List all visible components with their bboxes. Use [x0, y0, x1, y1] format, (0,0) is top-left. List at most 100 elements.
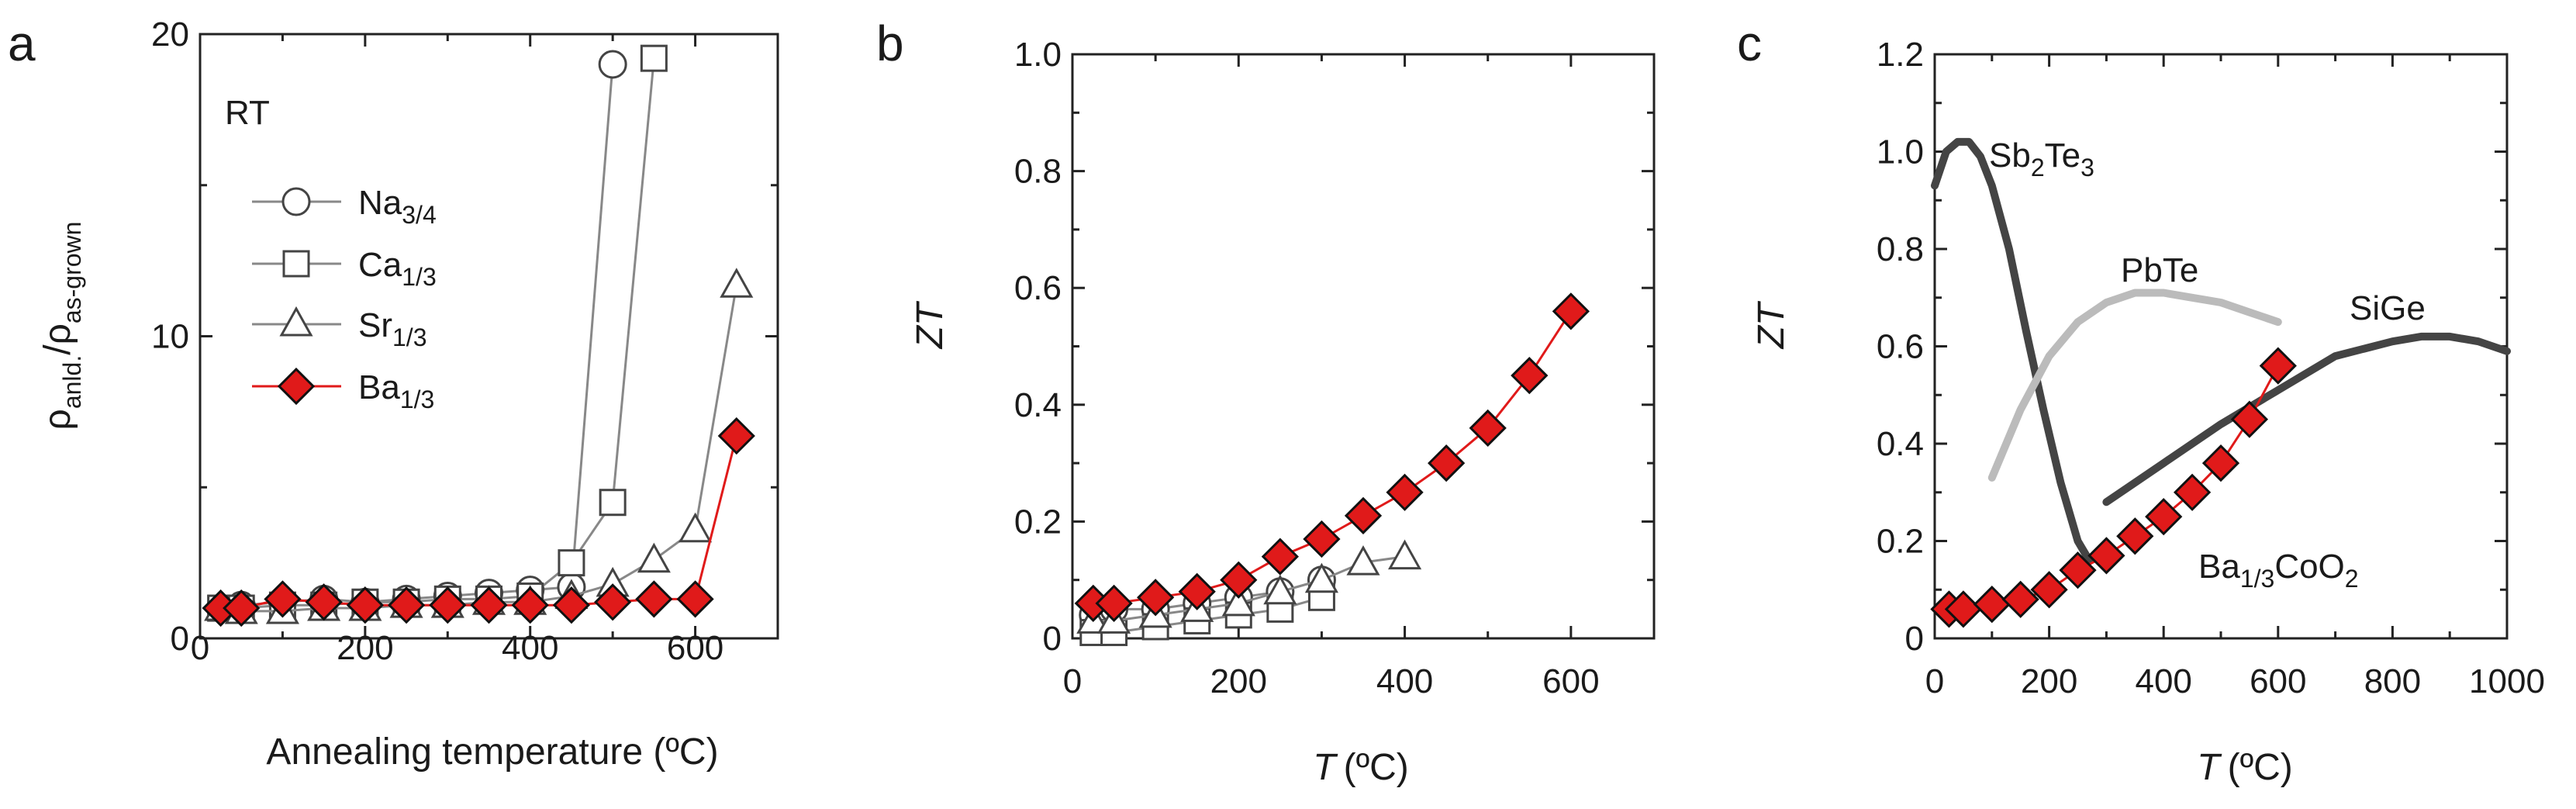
x-tick-label: 200 [1210, 662, 1267, 700]
data-point-ba1-3coo2 [1973, 585, 2011, 624]
ylabel-slash-rho: /ρ [37, 323, 78, 355]
y-tick-label: 0.2 [1014, 503, 1062, 541]
panel-label-a: a [8, 16, 36, 71]
data-point-ba1-3 [1178, 572, 1216, 610]
data-point-ba1-3 [1469, 409, 1507, 448]
data-point-sr1-3 [1388, 539, 1422, 570]
ylabel-rho: ρ [37, 409, 78, 430]
data-point-ca1-3 [599, 489, 627, 517]
legend-marker-ba [277, 367, 316, 406]
data-point-sr1-3 [1346, 545, 1380, 576]
panel-b-ylabel: ZT [910, 300, 951, 349]
data-point-ba1-3 [1095, 584, 1133, 622]
panel-c: ZT T (ºC) Sb2Te3 PbTe SiGe Ba1/3CoO2 0 200… [1751, 36, 2545, 788]
data-point-ba1-3 [676, 580, 714, 618]
panel-c-xlabel: T (ºC) [2197, 747, 2293, 788]
panel-a-legend: Na3/4 Ca1/3 Sr1/3 Ba1/3 [252, 184, 437, 413]
ylabel-sub-anld: anld. [58, 355, 86, 409]
curve-label-sige: SiGe [2350, 289, 2426, 327]
y-tick-label: 1.0 [1014, 36, 1062, 74]
legend-marker-na [281, 187, 311, 216]
x-tick-label: 400 [502, 629, 558, 667]
data-point-ba1-3coo2 [2201, 444, 2240, 482]
y-tick-label: 1.2 [1877, 36, 1924, 74]
ylabel-sub-asgrown: as-grown [58, 222, 86, 324]
data-point-sr1-3 [679, 512, 713, 543]
legend-label-ca: Ca1/3 [358, 246, 437, 291]
data-point-ba1-3coo2 [2030, 571, 2068, 609]
series-line-sb2te3 [1931, 137, 2094, 565]
x-tick-label: 0 [1063, 662, 1082, 700]
data-point-sr1-3 [1263, 574, 1297, 605]
series-line-sige [2102, 332, 2511, 506]
series-line-pbte [1987, 289, 2282, 482]
y-tick-label: 1.0 [1877, 133, 1924, 171]
panel-b: ZT T (ºC) 0 200 400 600 0 0.2 0.4 0.6 0.8 1.0 [910, 36, 1656, 788]
panel-label-b: b [876, 16, 904, 71]
data-point-ba1-3 [1428, 444, 1466, 482]
y-tick-label: 0.8 [1014, 153, 1062, 191]
data-point-ba1-3 [1303, 520, 1341, 558]
y-tick-label: 0.6 [1877, 328, 1924, 366]
y-tick-label: 20 [151, 16, 189, 54]
data-point-ba1-3 [223, 589, 261, 627]
data-point-ba1-3 [470, 586, 508, 624]
y-tick-label: 0 [1043, 620, 1062, 658]
data-point-na3-4 [598, 50, 627, 79]
y-tick-label: 0.8 [1877, 230, 1924, 268]
legend-entry-sr: Sr1/3 [252, 306, 426, 351]
x-tick-label: 400 [1376, 662, 1433, 700]
data-point-ba1-3 [387, 586, 426, 624]
data-point-ba1-3 [429, 586, 467, 624]
data-point-ba1-3 [1220, 561, 1258, 599]
x-tick-label: 400 [2135, 662, 2191, 700]
data-point-sr1-3 [637, 542, 671, 573]
x-tick-label: 0 [191, 629, 209, 667]
y-tick-label: 0.4 [1014, 386, 1062, 424]
y-tick-label: 0.6 [1014, 269, 1062, 307]
data-point-sr1-3 [1221, 586, 1255, 617]
data-point-ba1-3 [1511, 357, 1549, 395]
x-tick-label: 600 [667, 629, 723, 667]
data-point-ba1-3 [346, 586, 384, 624]
x-tick-label: 800 [2364, 662, 2421, 700]
data-point-ba1-3coo2 [2173, 473, 2212, 511]
data-point-ba1-3 [1344, 496, 1383, 534]
panel-c-ylabel: ZT [1751, 300, 1792, 349]
data-point-ba1-3coo2 [2001, 580, 2039, 618]
curve-label-sb2te3: Sb2Te3 [1989, 137, 2094, 182]
data-point-ba1-3 [1386, 473, 1424, 511]
data-point-ba1-3coo2 [2116, 517, 2154, 555]
x-tick-label: 200 [2021, 662, 2077, 700]
data-point-ba1-3 [717, 417, 755, 455]
data-point-ca1-3 [640, 44, 668, 72]
data-point-ba1-3 [635, 580, 673, 618]
panel-a-ylabel: ρanld./ρas-grown [37, 222, 86, 430]
series-line-ba1-3 [1092, 309, 1573, 605]
series-line-ba1-3 [219, 434, 738, 610]
legend-entry-na: Na3/4 [252, 184, 437, 229]
data-point-ba1-3 [1552, 292, 1590, 330]
data-point-ca1-3 [558, 549, 585, 577]
x-tick-label: 200 [337, 629, 393, 667]
panel-b-xlabel: T (ºC) [1313, 747, 1409, 788]
data-point-ba1-3coo2 [2230, 400, 2269, 438]
data-point-sr1-3 [1304, 562, 1338, 593]
data-point-ba1-3coo2 [2059, 551, 2097, 589]
data-point-ba1-3 [511, 586, 549, 624]
data-point-ba1-3 [305, 583, 343, 621]
panel-label-c: c [1737, 16, 1762, 71]
data-point-ba1-3 [594, 583, 632, 621]
data-point-ba1-3 [264, 580, 302, 618]
x-tick-label: 600 [2250, 662, 2306, 700]
y-tick-label: 0.4 [1877, 425, 1924, 463]
x-tick-label: 600 [1542, 662, 1599, 700]
x-tick-label: 0 [1925, 662, 1944, 700]
data-point-ba1-3coo2 [2145, 498, 2183, 536]
y-tick-label: 10 [151, 318, 189, 356]
panel-a: ρanld./ρas-grown Annealing temperature (… [37, 16, 779, 773]
data-point-sr1-3 [720, 268, 754, 298]
legend-entry-ca: Ca1/3 [252, 246, 437, 291]
curve-label-pbte: PbTe [2121, 251, 2198, 289]
